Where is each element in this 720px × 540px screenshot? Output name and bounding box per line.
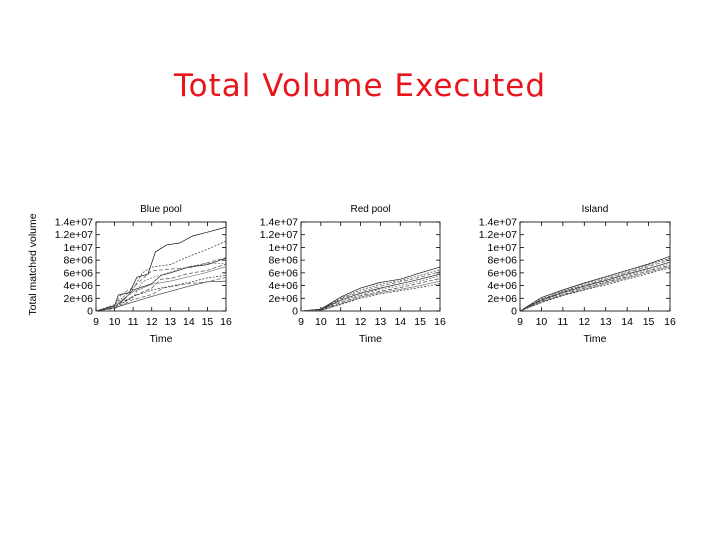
y-tick-label: 8e+06: [269, 255, 299, 267]
x-tick-label: 9: [517, 316, 523, 328]
x-tick-label: 15: [643, 316, 655, 328]
y-tick-label: 1e+07: [269, 242, 299, 254]
x-axis-label: Time: [584, 333, 607, 345]
x-axis-label: Time: [150, 333, 173, 345]
y-tick-label: 4e+06: [269, 280, 299, 292]
y-tick-label: 2e+06: [488, 293, 518, 305]
y-tick-label: 0: [87, 306, 93, 318]
series-line-4: [300, 273, 441, 312]
x-tick-label: 15: [202, 316, 214, 328]
x-tick-label: 14: [621, 316, 633, 328]
series-line-8: [300, 283, 441, 312]
series-line-10: [95, 280, 227, 312]
y-tick-label: 4e+06: [488, 280, 518, 292]
plot-frame: [300, 221, 441, 312]
y-tick-label: 1.2e+07: [260, 229, 298, 241]
x-tick-label: 14: [183, 316, 195, 328]
chart-panel-1: Blue pool 02e+064e+066e+068e+061e+071.2e+…: [27, 204, 232, 345]
series-line-1: [95, 226, 227, 312]
series-line-5: [300, 275, 441, 312]
x-tick-label: 10: [536, 316, 548, 328]
series-line-1: [519, 255, 671, 312]
series-line-4: [519, 261, 671, 312]
chart-title: Red pool: [350, 204, 390, 215]
y-tick-label: 4e+06: [64, 280, 94, 292]
x-tick-label: 11: [335, 316, 346, 328]
y-tick-label: 1.4e+07: [479, 217, 517, 229]
x-tick-label: 12: [146, 316, 158, 328]
plot-frame: [95, 221, 227, 312]
x-tick-label: 10: [109, 316, 121, 328]
series-line-3: [519, 259, 671, 312]
x-tick-label: 9: [298, 316, 304, 328]
series-line-6: [95, 263, 227, 312]
x-tick-label: 13: [164, 316, 176, 328]
x-tick-label: 13: [375, 316, 387, 328]
x-tick-label: 15: [414, 316, 426, 328]
y-tick-label: 1e+07: [488, 242, 518, 254]
y-tick-label: 0: [511, 306, 517, 318]
series-line-6: [519, 264, 671, 312]
y-tick-label: 6e+06: [488, 267, 518, 279]
series-line-7: [300, 280, 441, 312]
x-axis-label: Time: [359, 333, 382, 345]
y-tick-label: 8e+06: [488, 255, 518, 267]
y-tick-label: 1.4e+07: [55, 217, 93, 229]
y-tick-label: 6e+06: [64, 267, 94, 279]
x-tick-label: 11: [557, 316, 568, 328]
series-line-7: [519, 266, 671, 312]
y-tick-label: 1.2e+07: [479, 229, 517, 241]
series-line-3: [300, 271, 441, 312]
y-tick-label: 0: [292, 306, 298, 318]
y-tick-label: 1.2e+07: [55, 229, 93, 241]
series-line-2: [95, 240, 227, 312]
series-line-7: [95, 266, 227, 312]
y-tick-label: 1e+07: [64, 242, 94, 254]
series-line-1: [300, 266, 441, 312]
series-line-4: [95, 257, 227, 312]
slide-title: Total Volume Executed: [173, 68, 547, 104]
y-axis-label: Total matched volume: [27, 213, 39, 315]
x-tick-label: 16: [220, 316, 232, 328]
x-tick-label: 16: [664, 316, 676, 328]
y-tick-label: 6e+06: [269, 267, 299, 279]
series-line-9: [95, 276, 227, 312]
chart-title: Blue pool: [140, 204, 182, 215]
x-tick-label: 13: [600, 316, 612, 328]
series-line-8: [519, 267, 671, 312]
chart-title: Island: [582, 204, 609, 215]
chart-panel-3: Island02e+064e+066e+068e+061e+071.2e+071…: [479, 204, 676, 345]
chart-panel-2: Red pool 02e+064e+066e+068e+061e+071.2e+0…: [260, 204, 446, 345]
y-tick-label: 2e+06: [64, 293, 94, 305]
x-tick-label: 9: [93, 316, 99, 328]
x-tick-label: 14: [394, 316, 406, 328]
y-tick-label: 2e+06: [269, 293, 299, 305]
series-line-6: [300, 278, 441, 312]
x-tick-label: 10: [315, 316, 327, 328]
x-tick-label: 11: [128, 316, 139, 328]
series-line-8: [95, 275, 227, 312]
x-tick-label: 16: [434, 316, 446, 328]
y-tick-label: 1.4e+07: [260, 217, 298, 229]
series-line-2: [519, 257, 671, 312]
x-tick-label: 12: [355, 316, 367, 328]
x-tick-label: 12: [578, 316, 590, 328]
series-line-2: [300, 269, 441, 312]
y-tick-label: 8e+06: [64, 255, 94, 267]
